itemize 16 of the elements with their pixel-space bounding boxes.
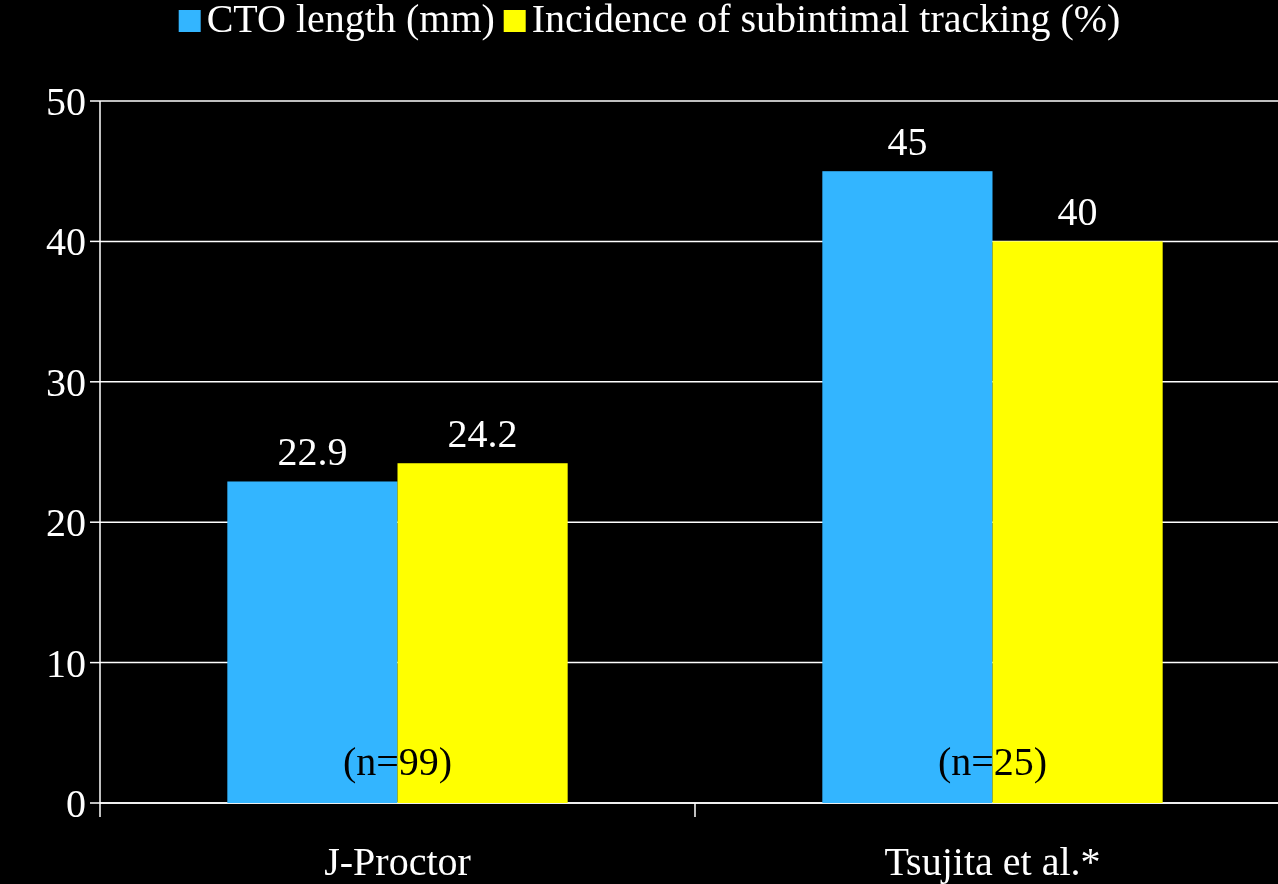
legend-label: Incidence of subintimal tracking (%)	[531, 0, 1121, 41]
y-tick-label: 20	[46, 500, 86, 546]
y-tick-label: 30	[46, 359, 86, 405]
y-tick-label: 50	[46, 79, 86, 124]
x-tick-label: Tsujita et al.*	[884, 839, 1101, 884]
annotation: (n=99)	[342, 738, 453, 784]
data-label: 22.9	[277, 429, 348, 475]
data-label: 24.2	[447, 411, 518, 457]
legend-label: CTO length (mm)	[206, 0, 495, 41]
annotation: (n=25)	[937, 738, 1048, 784]
y-tick-label: 40	[46, 219, 86, 265]
y-tick-label: 10	[46, 640, 86, 686]
y-tick-label: 0	[66, 781, 86, 826]
x-tick-label: J-Proctor	[324, 839, 471, 884]
data-label: 40	[1057, 189, 1098, 235]
data-label: 45	[887, 119, 928, 165]
